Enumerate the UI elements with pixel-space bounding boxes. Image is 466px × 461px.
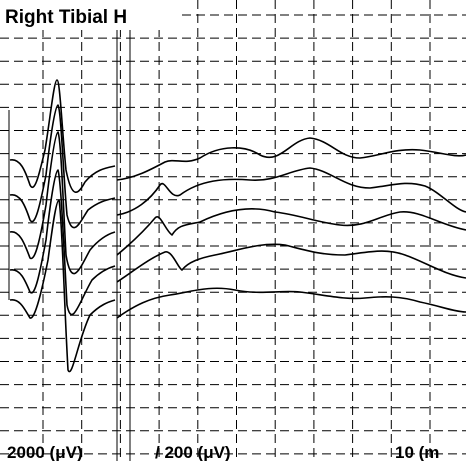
trace [116, 208, 466, 256]
sensitivity-label: 2000 (μV) [7, 443, 83, 461]
trace [116, 287, 466, 319]
trace [116, 137, 466, 181]
trace [9, 131, 116, 275]
trace [116, 243, 466, 283]
traces [9, 79, 466, 373]
trace [9, 199, 116, 373]
sensitivity-label: / 200 (μV) [155, 443, 231, 461]
trace [9, 79, 116, 193]
sweep-label: 10 (m [395, 443, 439, 461]
title: Right Tibial H [5, 7, 127, 28]
trace [9, 169, 116, 316]
trace [9, 104, 116, 229]
trace [116, 167, 466, 216]
title-backdrop [0, 0, 182, 30]
